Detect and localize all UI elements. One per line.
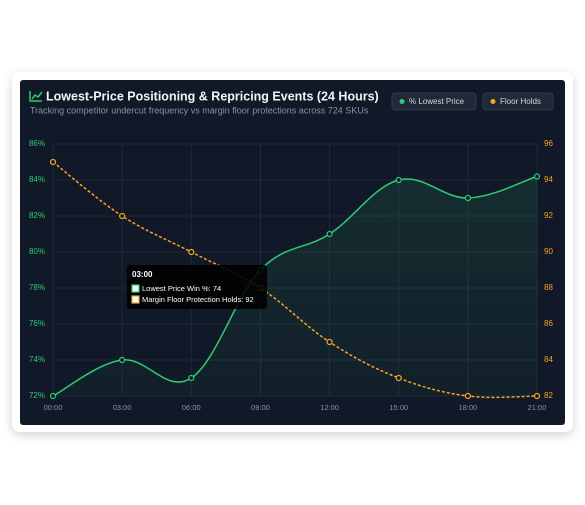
y-tick-label: 74% — [29, 355, 45, 364]
y2-tick-label: 82 — [544, 391, 553, 400]
point — [533, 173, 541, 180]
point — [119, 356, 126, 364]
legend-dot — [490, 99, 496, 104]
y-tick-label: 82% — [29, 211, 45, 220]
chart-subtitle: Tracking competitor undercut frequency v… — [30, 105, 369, 115]
x-tick-label: 00:00 — [44, 403, 63, 412]
y-tick-label: 76% — [29, 319, 45, 328]
legend-label: % Lowest Price — [409, 97, 465, 106]
x-tick-label: 21:00 — [528, 403, 547, 412]
series-line — [52, 175, 538, 397]
tooltip-swatch — [131, 295, 140, 304]
tooltip-title: 03:00 — [132, 270, 153, 279]
title-icon — [29, 91, 43, 102]
x-tick-label: 09:00 — [251, 403, 270, 412]
y2-tick-label: 90 — [544, 247, 553, 256]
y2-tick-label: 94 — [544, 175, 553, 184]
y-tick-label: 72% — [29, 391, 45, 400]
y-tick-label: 80% — [29, 247, 45, 256]
point — [49, 158, 57, 166]
y-tick-label: 78% — [29, 283, 45, 292]
legend-dot — [399, 99, 405, 104]
tooltip: 03:00 Lowest Price Win %: 74 Margin Floor … — [127, 265, 267, 309]
y2-tick-label: 88 — [544, 283, 553, 292]
point — [395, 374, 402, 382]
point — [395, 176, 402, 184]
legend-item[interactable] — [391, 92, 477, 111]
y2-tick-label: 96 — [544, 139, 553, 148]
point — [119, 212, 126, 220]
tooltip-swatch — [131, 284, 140, 293]
y-tick-label: 84% — [29, 175, 45, 184]
chart-title: Lowest-Price Positioning & Repricing Eve… — [46, 89, 379, 103]
tooltip-box — [127, 265, 267, 309]
point — [326, 230, 333, 238]
x-tick-label: 15:00 — [389, 403, 408, 412]
point — [533, 392, 541, 400]
tooltip-line: Margin Floor Protection Holds: 92 — [142, 295, 254, 304]
area — [53, 176, 537, 396]
y2-tick-label: 86 — [544, 319, 553, 328]
y2-tick-label: 84 — [544, 355, 553, 364]
series-line — [52, 161, 538, 399]
point — [188, 248, 195, 256]
x-tick-label: 03:00 — [113, 403, 132, 412]
y2-tick-label: 92 — [544, 211, 553, 220]
legend-label: Floor Holds — [500, 97, 541, 106]
point — [464, 392, 471, 400]
point — [326, 338, 333, 346]
x-tick-label: 12:00 — [320, 403, 339, 412]
point — [464, 194, 471, 202]
point — [188, 374, 195, 382]
x-tick-label: 18:00 — [458, 403, 477, 412]
y-tick-label: 86% — [29, 139, 45, 148]
point — [49, 392, 57, 400]
legend-item[interactable] — [482, 92, 554, 111]
tooltip-line: Lowest Price Win %: 74 — [142, 284, 221, 293]
x-tick-label: 06:00 — [182, 403, 201, 412]
